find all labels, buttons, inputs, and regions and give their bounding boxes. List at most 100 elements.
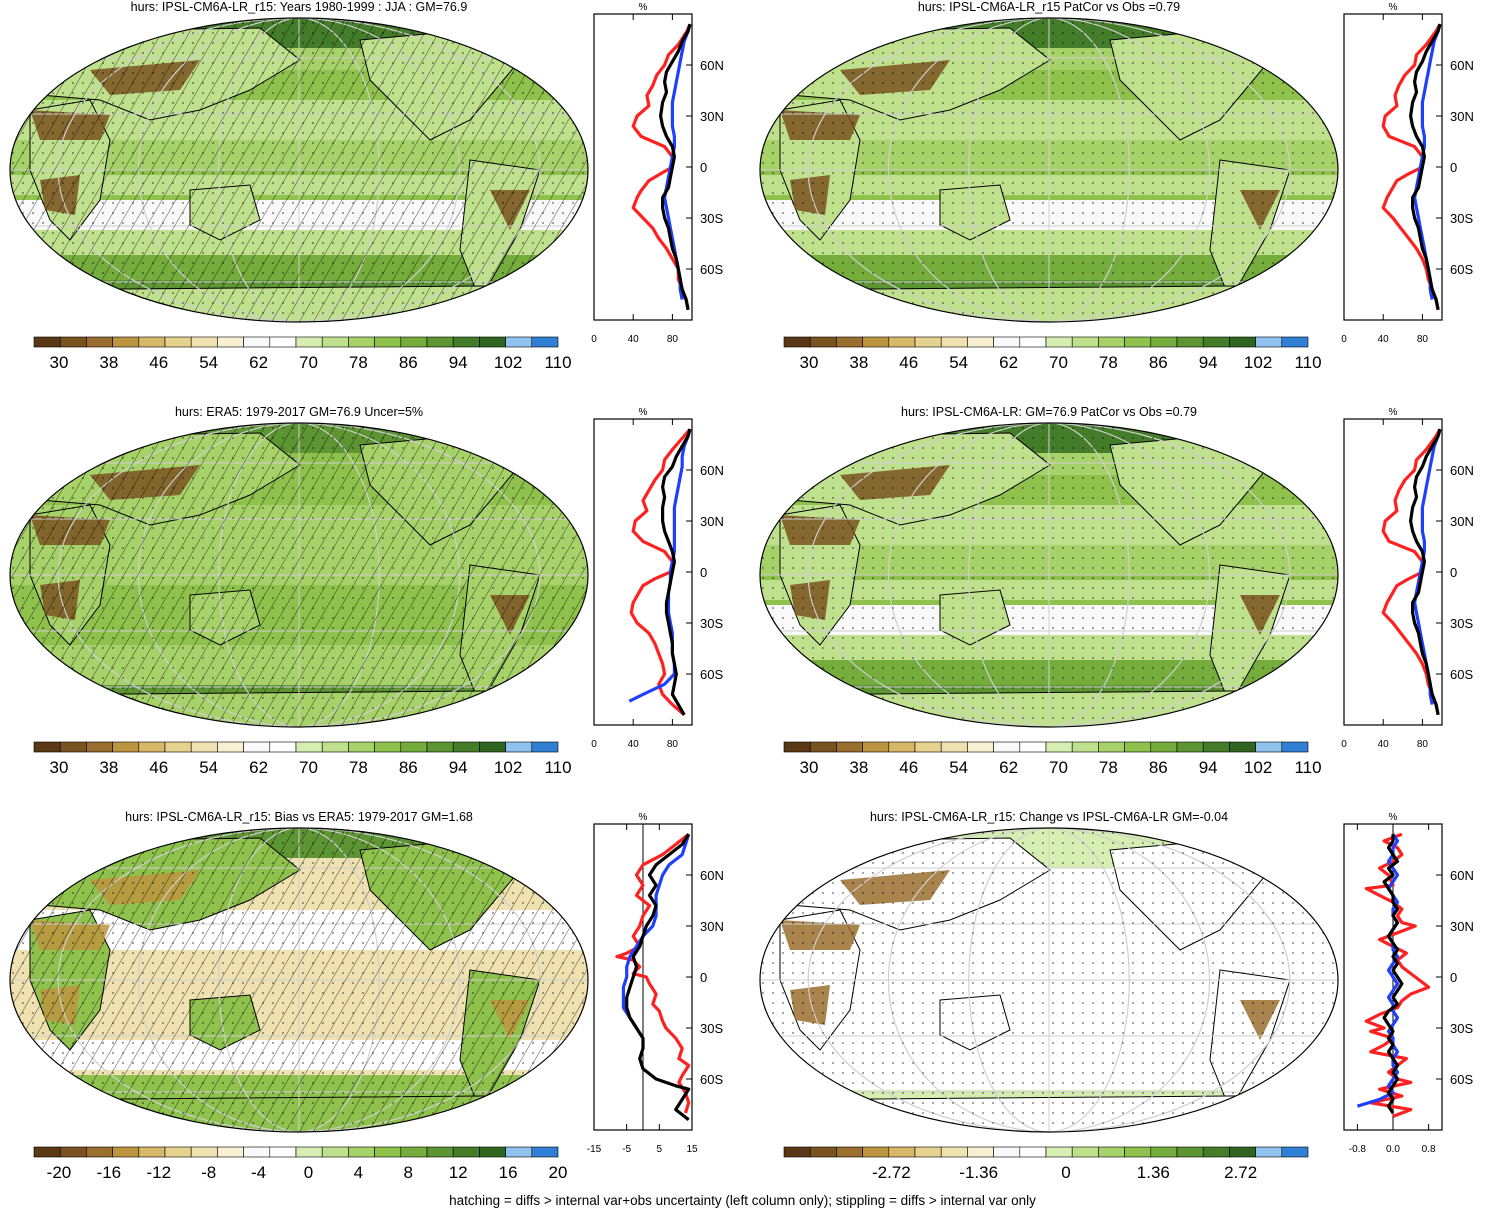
colorbar-swatch [940, 741, 968, 753]
profile-x-tick-label: -0.8 [1349, 1144, 1367, 1155]
profile-unit-label: % [1389, 407, 1398, 418]
colorbar-tick-label: 30 [49, 353, 68, 372]
colorbar-tick-label: 70 [1049, 353, 1068, 372]
colorbar-tick-label: 110 [1294, 353, 1321, 372]
colorbar-swatch [1124, 1146, 1152, 1158]
colorbar-swatch [967, 741, 994, 753]
zonal-profile: % 0 40 80 60N 30N 0 30S 60S [1341, 407, 1474, 750]
colorbar-swatch [269, 741, 297, 753]
colorbar-swatch [348, 1146, 375, 1158]
colorbar-swatch [1229, 336, 1256, 348]
colorbar-swatch [1255, 741, 1283, 753]
profile-lat-label: 0 [700, 565, 707, 580]
colorbar-tick-label: 94 [449, 758, 468, 777]
map-title: hurs: IPSL-CM6A-LR: GM=76.9 PatCor vs Ob… [901, 405, 1197, 419]
colorbar-swatch [1150, 336, 1178, 348]
colorbar-swatch [217, 1146, 244, 1158]
colorbar-swatch [1255, 1146, 1283, 1158]
profile-lat-label: 30N [1450, 514, 1474, 529]
colorbar-swatch [112, 336, 140, 348]
profile-line-red [1381, 428, 1442, 716]
panel-graphic: -20 -16 -12 -8 -4 0 4 8 12 16 20% -15 -5 5 15 60N 30N 0 30… [9, 812, 724, 1182]
profile-unit-label: % [1389, 2, 1398, 13]
colorbar-swatch [914, 1146, 942, 1158]
hatching-overlay [10, 828, 588, 1132]
colorbar-tick-label: 110 [544, 758, 571, 777]
colorbar-tick-label: 30 [49, 758, 68, 777]
colorbar-swatch [1281, 1146, 1309, 1158]
colorbar-tick-label: 78 [349, 353, 368, 372]
colorbar-swatch [269, 336, 297, 348]
profile-unit-label: % [1389, 812, 1398, 823]
colorbar-swatch [452, 741, 480, 753]
colorbar-tick-label: 20 [549, 1163, 568, 1182]
colorbar-swatch [1019, 1146, 1047, 1158]
colorbar-swatch [531, 1146, 559, 1158]
colorbar-swatch [888, 336, 916, 348]
profile-lat-label: 30S [700, 211, 723, 226]
profile-x-tick-label: -15 [587, 1144, 602, 1155]
colorbar-tick-label: 12 [449, 1163, 468, 1182]
colorbar-swatch [1098, 1146, 1125, 1158]
profile-lat-label: 30S [700, 1021, 723, 1036]
colorbar-tick-label: 62 [999, 353, 1018, 372]
profile-lat-label: 60S [700, 667, 723, 682]
profile-lat-label: 30N [700, 109, 724, 124]
colorbar-swatch [940, 336, 968, 348]
colorbar-tick-label: 38 [849, 353, 868, 372]
colorbar-tick-label: 70 [1049, 758, 1068, 777]
colorbar-swatch [86, 336, 113, 348]
profile-lat-label: 0 [1450, 160, 1457, 175]
colorbar-tick-label: 38 [99, 758, 118, 777]
colorbar-swatch [836, 336, 863, 348]
colorbar-tick-label: 46 [899, 353, 918, 372]
map-outline [759, 17, 1339, 323]
profile-lat-label: 30N [1450, 109, 1474, 124]
colorbar-swatch [531, 336, 559, 348]
colorbar-swatch [452, 336, 480, 348]
profile-line-black [625, 833, 691, 1122]
colorbar-swatch [836, 1146, 863, 1158]
colorbar-swatch [33, 1146, 61, 1158]
colorbar-tick-label: 78 [1099, 758, 1118, 777]
colorbar-swatch [967, 1146, 994, 1158]
colorbar: 30 38 46 54 62 70 78 86 94 102 110 [33, 741, 572, 777]
colorbar-swatch [862, 1146, 890, 1158]
profile-x-tick-label: 80 [1417, 739, 1429, 750]
colorbar-tick-label: 38 [849, 758, 868, 777]
colorbar-tick-label: 70 [299, 758, 318, 777]
colorbar-swatch [138, 1146, 166, 1158]
colorbar-tick-label: -12 [146, 1163, 171, 1182]
profile-x-tick-label: 40 [628, 334, 640, 345]
colorbar-swatch [1281, 741, 1309, 753]
profile-lat-label: 0 [1450, 565, 1457, 580]
profile-x-tick-label: 0 [1341, 739, 1347, 750]
colorbar-swatch [321, 1146, 349, 1158]
colorbar-swatch [190, 336, 218, 348]
colorbar-tick-label: 54 [949, 353, 968, 372]
profile-lat-label: 30N [700, 919, 724, 934]
colorbar-swatch [295, 741, 323, 753]
colorbar-swatch [1045, 336, 1073, 348]
panel-graphic: -2.72 -1.36 0 1.36 2.72% -0.8 0.0 0.8 60N 30N 0 30S… [759, 812, 1474, 1182]
colorbar-swatch [1019, 741, 1047, 753]
profile-line-red [1381, 23, 1442, 311]
colorbar-swatch [505, 741, 533, 753]
colorbar-swatch [862, 741, 890, 753]
profile-line-black [658, 23, 692, 311]
profile-lat-label: 30N [1450, 919, 1474, 934]
colorbar-swatch [33, 336, 61, 348]
profile-x-tick-label: 40 [628, 739, 640, 750]
profile-frame [1343, 13, 1443, 321]
colorbar-swatch [505, 1146, 533, 1158]
colorbar-swatch [164, 741, 192, 753]
colorbar-swatch [138, 741, 166, 753]
colorbar-swatch [1071, 741, 1099, 753]
colorbar-tick-label: -4 [251, 1163, 266, 1182]
colorbar-tick-label: 102 [1244, 758, 1272, 777]
colorbar-swatch [993, 336, 1021, 348]
profile-x-tick-label: 0 [591, 739, 597, 750]
colorbar-tick-label: 46 [899, 758, 918, 777]
profile-lat-label: 0 [700, 970, 707, 985]
colorbar-tick-label: 86 [1149, 353, 1168, 372]
